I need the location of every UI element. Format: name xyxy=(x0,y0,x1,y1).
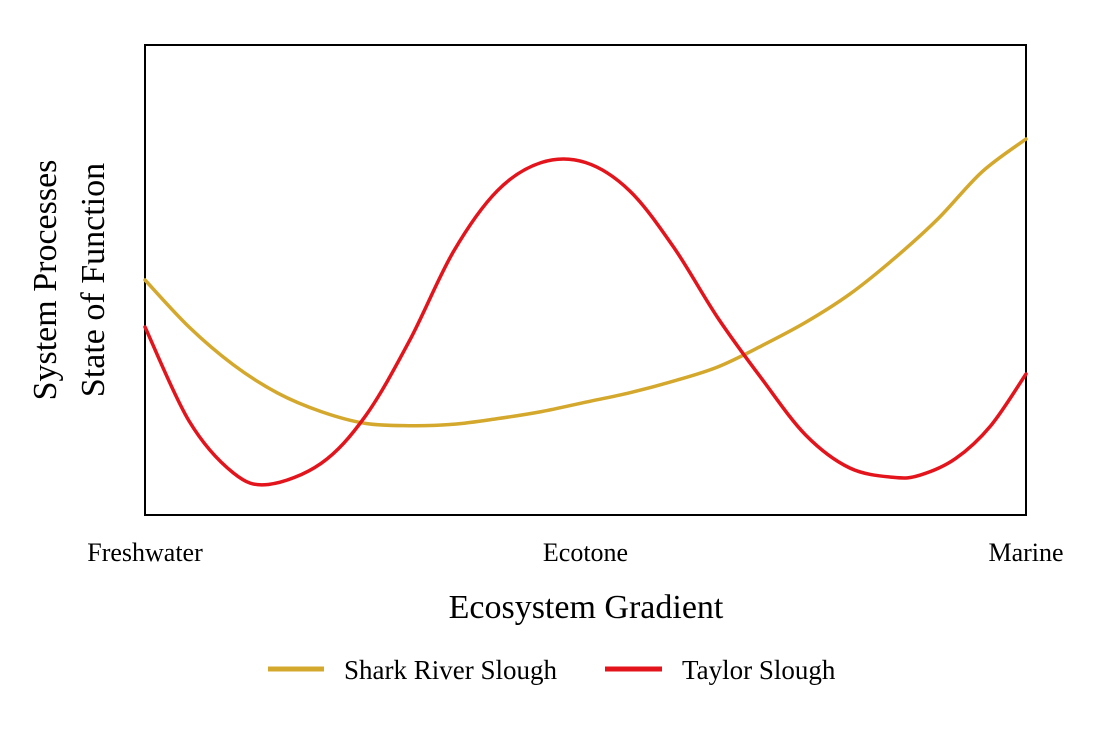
x-tick-label-freshwater: Freshwater xyxy=(87,538,203,567)
x-tick-label-marine: Marine xyxy=(988,538,1063,567)
x-tick-label-ecotone: Ecotone xyxy=(543,538,628,567)
y-axis-title-line-1: System Processes xyxy=(27,160,64,401)
series-layer xyxy=(143,137,1028,487)
x-axis-title: Ecosystem Gradient xyxy=(449,589,724,626)
plot-frame xyxy=(144,44,1027,516)
y-axis-title: System Processes State of Function xyxy=(27,160,112,401)
legend: Shark River Slough Taylor Slough xyxy=(268,655,836,685)
x-tick-labels: Freshwater Ecotone Marine xyxy=(87,538,1063,567)
series-line-shark-river-slough xyxy=(143,137,1028,428)
legend-label-shark-river-slough: Shark River Slough xyxy=(344,655,557,685)
y-axis-title-line-2: State of Function xyxy=(75,163,112,397)
series-line-taylor-slough xyxy=(143,157,1028,487)
legend-label-taylor-slough: Taylor Slough xyxy=(682,655,836,685)
